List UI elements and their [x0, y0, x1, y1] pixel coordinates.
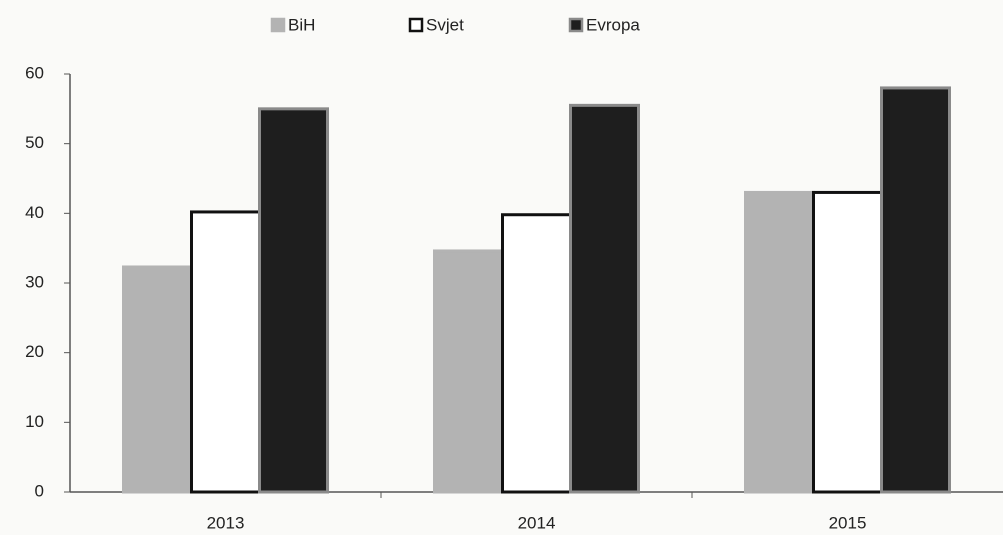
y-tick-label: 0 [35, 481, 44, 500]
bar [433, 249, 504, 494]
y-tick-label: 20 [25, 342, 44, 361]
x-tick-label: 2015 [829, 513, 867, 532]
legend-swatch [568, 17, 584, 33]
y-tick-label: 60 [25, 63, 44, 82]
legend-label: Svjet [426, 15, 464, 34]
bar [569, 103, 640, 494]
bar [501, 213, 572, 494]
legend-swatch [408, 17, 424, 33]
legend-label: Evropa [586, 15, 640, 34]
bar [258, 107, 329, 494]
y-tick-label: 30 [25, 272, 44, 291]
bar [812, 190, 883, 494]
x-tick-label: 2014 [518, 513, 556, 532]
legend-label: BiH [288, 15, 315, 34]
bar [744, 190, 815, 494]
x-tick-label: 2013 [207, 513, 245, 532]
y-tick-label: 10 [25, 412, 44, 431]
legend-swatch [270, 17, 286, 33]
bar [190, 210, 261, 494]
bar [122, 265, 193, 494]
y-tick-label: 40 [25, 203, 44, 222]
bar [880, 86, 951, 494]
y-tick-label: 50 [25, 133, 44, 152]
